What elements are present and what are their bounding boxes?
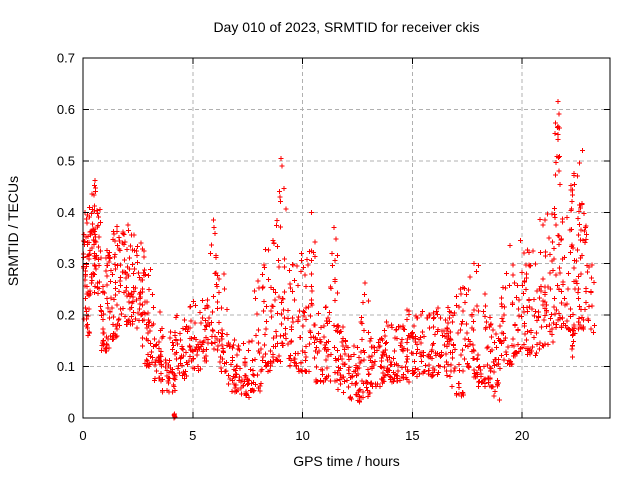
axis-ticks	[82, 57, 610, 419]
x-tick-label: 20	[515, 428, 529, 443]
x-tick-label: 5	[189, 428, 196, 443]
y-tick-label: 0.1	[57, 359, 75, 374]
y-tick-label: 0.5	[57, 153, 75, 168]
y-tick-label: 0.2	[57, 308, 75, 323]
y-tick-label: 0.6	[57, 102, 75, 117]
y-tick-label: 0	[68, 411, 75, 426]
plot-border	[82, 57, 611, 419]
scatter-points	[81, 99, 597, 421]
y-tick-label: 0.4	[57, 205, 75, 220]
x-axis-label: GPS time / hours	[293, 453, 400, 469]
y-tick-label: 0.7	[57, 51, 75, 66]
x-tick-label: 15	[405, 428, 419, 443]
y-tick-label: 0.3	[57, 256, 75, 271]
x-tick-label: 0	[79, 428, 86, 443]
chart-title: Day 010 of 2023, SRMTID for receiver cki…	[213, 19, 480, 35]
x-tick-label: 10	[295, 428, 309, 443]
